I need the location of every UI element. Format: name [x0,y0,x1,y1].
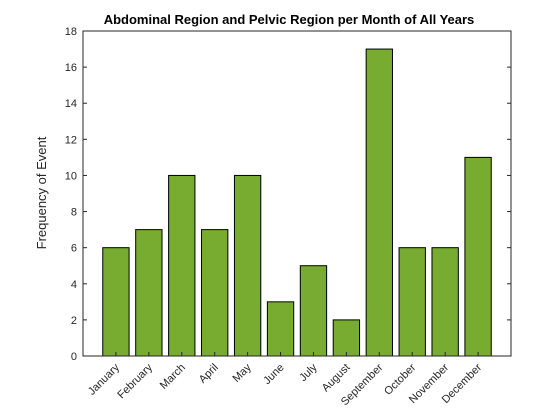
y-tick-label: 10 [65,170,77,182]
plot-area-frame [82,30,512,357]
x-tick-label: July [297,361,320,384]
x-tick-label: March [158,362,188,392]
y-tick-label: 12 [65,134,77,146]
x-tick-label: June [261,362,286,387]
bar-july [299,265,328,357]
bar-may [233,174,262,357]
bar-september [365,48,393,357]
y-tick-label: 14 [65,98,77,110]
y-tick-label: 18 [65,26,77,38]
x-tick-label: April [197,362,221,386]
bar-march [168,174,196,357]
x-tick-label: February [115,361,155,401]
x-tick-label: May [231,361,255,385]
chart-title: Abdominal Region and Pelvic Region per M… [104,12,475,27]
bar-november [431,247,459,357]
y-tick-label: 16 [65,62,77,74]
y-tick-label: 0 [71,351,77,363]
bar-june [266,301,295,357]
x-tick-label: August [320,362,353,395]
y-tick-label: 4 [71,279,77,291]
bar-october [398,247,426,357]
y-tick-label: 8 [71,207,77,219]
bar-february [135,229,163,357]
bar-january [102,247,130,357]
y-axis: 0 2 4 6 8 10 12 14 16 18 [65,26,511,363]
bars-group [102,48,492,357]
y-tick-label: 6 [71,243,77,255]
y-tick-label: 2 [71,315,77,327]
bar-april [201,229,229,357]
bar-august [332,319,361,357]
bar-december [464,156,492,357]
y-axis-label: Frequency of Event [34,136,49,249]
